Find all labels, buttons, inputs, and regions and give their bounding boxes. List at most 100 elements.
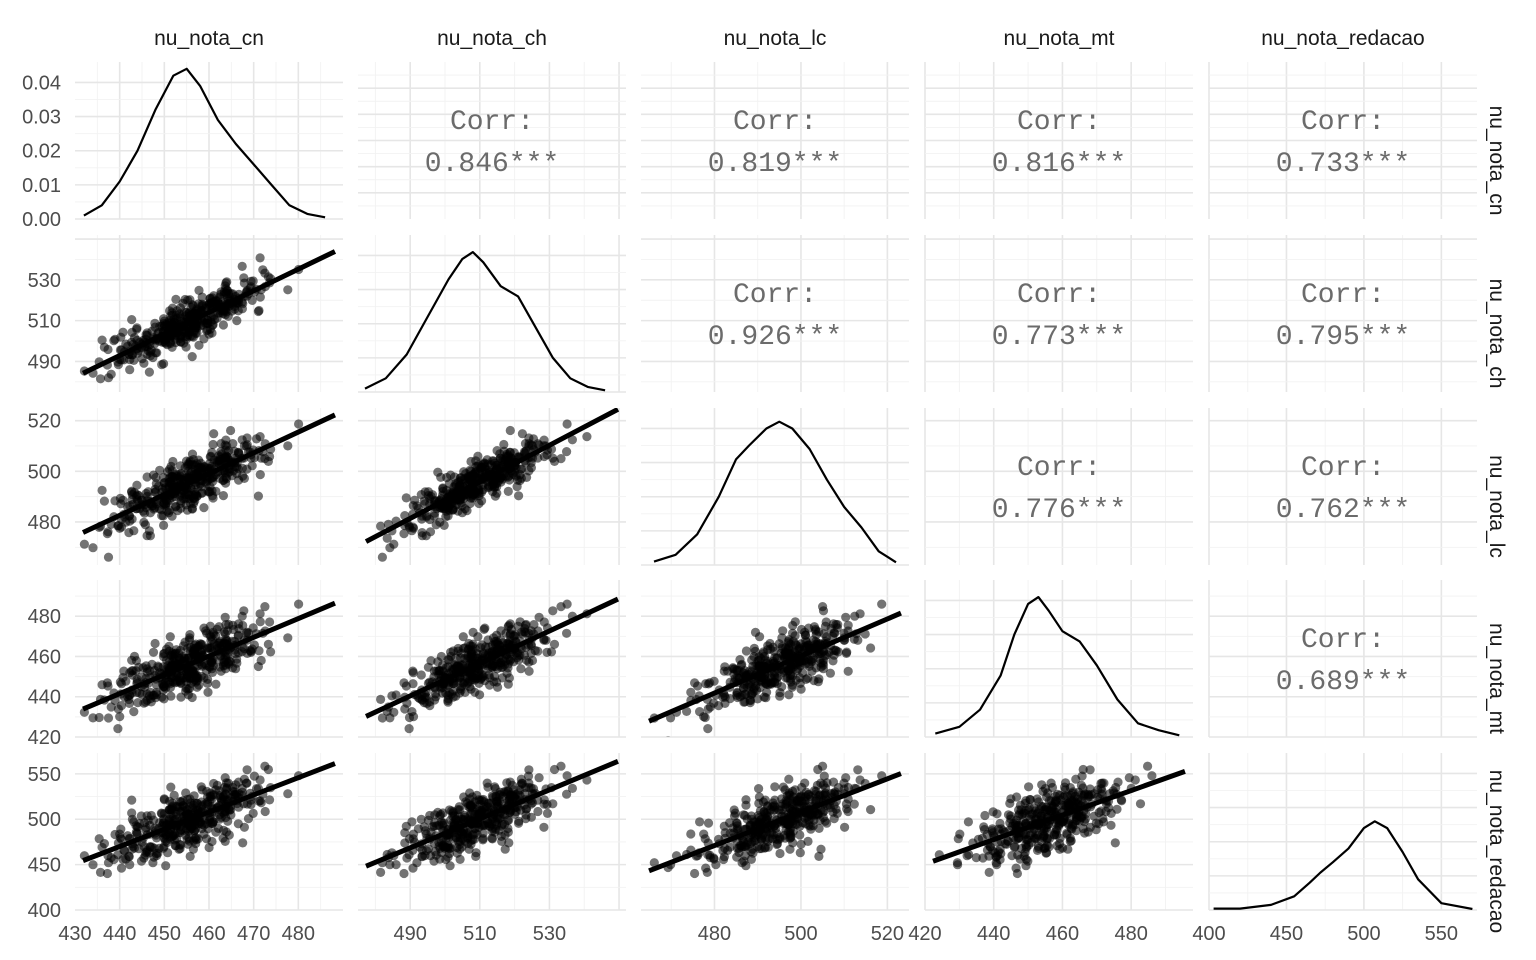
scatter-point	[841, 612, 851, 622]
scatter-point	[263, 272, 273, 282]
x-tick-label: 460	[1046, 923, 1079, 945]
scatter-point	[196, 647, 207, 657]
scatter-point	[148, 647, 159, 657]
scatter-point	[784, 638, 794, 648]
scatter-point	[1098, 814, 1108, 824]
scatter-point	[429, 856, 439, 866]
panel-2-1	[358, 408, 626, 565]
scatter-point	[820, 621, 831, 631]
scatter-point	[168, 456, 178, 467]
scatter-point	[153, 848, 163, 858]
scatter-point	[237, 304, 247, 314]
scatter-point	[116, 679, 127, 689]
scatter-point	[188, 844, 198, 854]
scatter-point	[877, 599, 887, 609]
scatter-point	[1135, 799, 1146, 809]
scatter-point	[127, 808, 137, 818]
scatter-point	[732, 666, 742, 676]
panel-1-4: Corr: 0.795***	[1208, 235, 1477, 392]
x-tick-label: 480	[1114, 923, 1147, 945]
scatter-point	[238, 838, 248, 848]
scatter-point	[1065, 836, 1075, 847]
scatter-point	[1117, 796, 1127, 806]
x-tick-label: 490	[394, 923, 427, 945]
y-tick-label: 0.02	[22, 141, 61, 163]
scatter-point	[148, 858, 158, 868]
scatter-point	[790, 785, 800, 795]
scatter-point	[425, 527, 436, 537]
scatter-point	[1104, 803, 1114, 813]
scatter-point	[484, 821, 494, 831]
scatter-point	[695, 707, 705, 717]
scatter-point	[165, 472, 175, 482]
scatter-point	[1000, 839, 1010, 849]
scatter-point	[116, 701, 127, 711]
y-tick-label: 550	[28, 764, 61, 786]
scatter-point	[843, 666, 853, 676]
regression-line	[364, 596, 620, 719]
scatter-point	[443, 697, 453, 707]
scatter-point	[770, 795, 780, 805]
scatter-point	[490, 782, 500, 792]
scatter-point	[853, 765, 863, 775]
scatter-point	[136, 672, 147, 682]
scatter-point	[502, 638, 512, 648]
corr-label: Corr:	[1301, 625, 1385, 656]
scatter-point	[199, 334, 209, 344]
scatter-point	[963, 817, 974, 827]
scatter-point	[458, 834, 468, 844]
scatter-point	[693, 681, 703, 691]
scatter-point	[832, 623, 842, 633]
scatter-point	[849, 799, 859, 809]
x-tick-label: 450	[148, 923, 181, 945]
scatter-point	[221, 778, 232, 788]
scatter-point	[125, 365, 135, 375]
scatter-point	[432, 821, 442, 831]
scatter-point	[106, 702, 116, 712]
scatter-point	[539, 635, 549, 645]
scatter-point	[385, 713, 395, 723]
y-tick-label: 0.00	[22, 209, 61, 231]
scatter-point	[502, 778, 512, 788]
scatter-point	[748, 848, 758, 858]
corr-label: Corr:	[733, 107, 817, 138]
y-tick-label: 400	[28, 900, 61, 922]
scatter-point	[425, 514, 435, 525]
scatter-point	[649, 858, 659, 868]
scatter-point	[242, 765, 252, 775]
scatter-point	[855, 609, 865, 619]
scatter-point	[185, 630, 195, 640]
scatter-point	[1011, 863, 1021, 873]
panel-1-1	[358, 235, 626, 393]
scatter-point	[452, 848, 462, 858]
x-tick-label: 500	[1347, 923, 1380, 945]
scatter-point	[1042, 834, 1052, 844]
scatter-point	[781, 802, 791, 812]
scatter-point	[1041, 848, 1051, 858]
scatter-point	[1025, 794, 1035, 805]
scatter-point	[255, 775, 265, 785]
scatter-point	[242, 440, 252, 450]
scatter-point	[775, 848, 785, 859]
scatter-point	[218, 491, 228, 501]
scatter-point	[95, 867, 106, 878]
scatter-point	[686, 829, 696, 839]
scatter-point	[455, 688, 465, 698]
scatter-point	[542, 808, 553, 819]
corr-label: Corr:	[1017, 453, 1101, 484]
scatter-point	[1083, 827, 1093, 837]
scatter-point	[711, 860, 721, 870]
scatter-point	[382, 533, 392, 543]
scatter-point	[465, 498, 475, 509]
scatter-point	[151, 472, 161, 483]
scatter-point	[803, 836, 813, 847]
scatter-point	[423, 844, 433, 854]
scatter-point	[140, 520, 150, 530]
scatter-point	[151, 348, 161, 358]
scatter-point	[226, 425, 236, 436]
x-tick-label: 510	[463, 923, 496, 945]
scatter-point	[232, 316, 242, 326]
scatter-point	[1032, 794, 1042, 804]
scatter-point	[700, 712, 710, 723]
scatter-point	[408, 668, 418, 678]
